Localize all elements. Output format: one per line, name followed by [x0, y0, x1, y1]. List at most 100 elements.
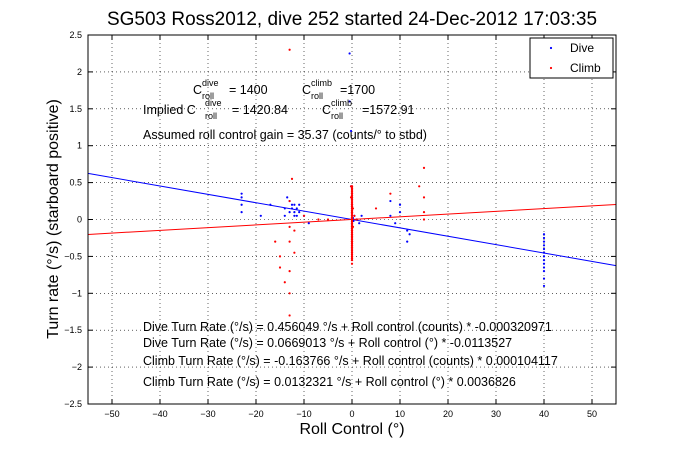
climb-point [350, 234, 354, 238]
data-points [240, 48, 546, 317]
dive-point [542, 277, 546, 280]
climb-point [350, 201, 354, 205]
dive-point [298, 203, 301, 206]
legend-marker-climb [549, 66, 553, 70]
climb-point [350, 247, 354, 251]
x-tick-label: 50 [587, 409, 597, 419]
x-tick-label: −40 [152, 409, 167, 419]
dive-point [283, 214, 286, 217]
dive-point [542, 266, 546, 269]
legend-dive: Dive [570, 41, 594, 55]
climb-point [418, 185, 421, 188]
climb-point [274, 240, 277, 243]
y-axis-label: Turn rate (°/s) (starboard positive) [45, 99, 62, 339]
grid [88, 35, 616, 404]
dive-point [542, 258, 546, 262]
climb-point [350, 229, 354, 232]
climb-point [278, 266, 282, 269]
climb-point [350, 221, 354, 225]
annotations: C dive roll = 1400 C climb roll =1700 Im… [143, 78, 558, 389]
y-tick-label: −1 [72, 288, 82, 298]
climb-point [350, 190, 354, 194]
climb-point [288, 292, 291, 295]
climb-point [350, 238, 354, 241]
dive-point [542, 240, 546, 243]
legend-climb: Climb [570, 61, 601, 75]
c-climb-val: =1700 [340, 83, 375, 97]
climb-point [350, 257, 354, 260]
climb-point [350, 199, 354, 203]
x-tick-label: 0 [349, 409, 354, 419]
climb-point [350, 223, 354, 227]
dive-point [542, 284, 546, 288]
climb-point [326, 218, 330, 221]
climb-point [278, 255, 282, 258]
dive-point [348, 100, 351, 103]
dive-point [293, 211, 296, 214]
climb-point [350, 188, 354, 192]
x-tick-label: −50 [104, 409, 119, 419]
implied-climb-main: C [322, 103, 331, 117]
climb-point [422, 196, 426, 199]
climb-point [350, 196, 354, 199]
c-climb-main: C [302, 83, 311, 97]
dive-point [283, 207, 286, 210]
dive-point [542, 251, 546, 254]
climb-point [288, 199, 291, 203]
climb-point [353, 214, 356, 217]
dive-point [389, 214, 392, 217]
climb-point [422, 166, 426, 169]
y-tick-label: 2.5 [69, 30, 82, 40]
climb-point [302, 214, 306, 217]
dive-eq-counts: Dive Turn Rate (°/s) = 0.456049 °/s + Ro… [143, 320, 552, 334]
climb-point [288, 270, 291, 273]
dive-point [295, 207, 298, 210]
climb-point [350, 192, 354, 195]
climb-point [350, 185, 354, 188]
climb-point [350, 249, 354, 253]
climb-point [350, 210, 354, 214]
dive-point [259, 214, 262, 217]
y-tick-label: −2.5 [64, 399, 82, 409]
climb-eq-counts: Climb Turn Rate (°/s) = -0.163766 °/s + … [143, 354, 558, 368]
climb-point [355, 218, 358, 221]
climb-point [350, 255, 354, 258]
dive-point [269, 203, 272, 206]
dive-point [295, 214, 298, 217]
implied-dive-val: = 1420.84 [232, 103, 288, 117]
climb-point [288, 48, 291, 51]
climb-point [374, 207, 378, 210]
climb-point [350, 227, 354, 230]
dive-point [408, 233, 411, 236]
y-tick-label: 1.5 [69, 104, 82, 114]
dive-point [542, 247, 546, 251]
legend-marker-dive [549, 46, 553, 50]
climb-point [350, 258, 354, 262]
c-climb-sup: climb [311, 78, 332, 88]
c-dive-val: = 1400 [229, 83, 268, 97]
climb-point [283, 281, 286, 284]
dive-point [398, 203, 402, 206]
dive-point [290, 207, 294, 210]
x-tick-label: 30 [491, 409, 501, 419]
dive-point [542, 236, 546, 240]
climb-point [350, 218, 354, 221]
c-dive-main: C [193, 83, 202, 97]
dive-point [307, 222, 310, 225]
climb-point [350, 251, 354, 254]
climb-point [288, 240, 291, 243]
climb-point [350, 216, 354, 219]
x-tick-label: −20 [248, 409, 263, 419]
climb-point [350, 225, 354, 229]
x-tick-label: −10 [296, 409, 311, 419]
climb-point [350, 233, 354, 236]
dive-point [358, 222, 361, 225]
dive-point [240, 211, 243, 214]
dive-point [542, 255, 546, 258]
dive-point [542, 262, 546, 265]
dive-point [290, 203, 294, 206]
roll-gain-text: Assumed roll control gain = 35.37 (count… [143, 128, 427, 142]
dive-point [542, 244, 546, 247]
climb-point [350, 244, 354, 247]
